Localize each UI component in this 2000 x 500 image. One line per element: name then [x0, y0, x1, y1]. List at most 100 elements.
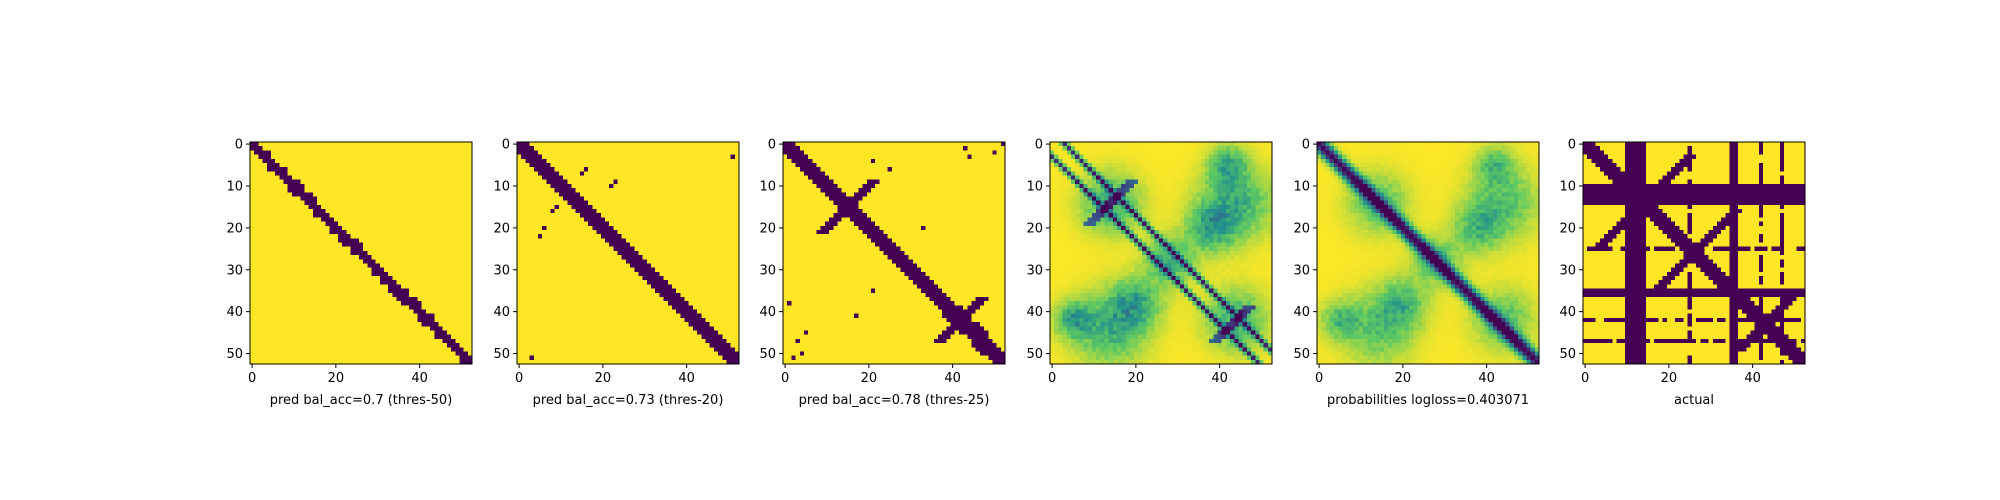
heatmap-cell	[467, 175, 473, 181]
heatmap-cell	[421, 154, 427, 160]
heatmap-cell	[734, 209, 740, 214]
heatmap-cell	[463, 150, 469, 155]
heatmap-cell	[342, 250, 347, 256]
heatmap-cell	[701, 171, 706, 176]
heatmap-cell	[621, 142, 627, 147]
heatmap-cell	[367, 246, 372, 252]
heatmap-cell	[680, 217, 685, 222]
heatmap-cell	[388, 355, 393, 361]
heatmap-cell	[684, 209, 690, 214]
heatmap-cell	[396, 154, 402, 160]
heatmap-cell	[417, 267, 423, 273]
heatmap-cell	[600, 238, 606, 243]
heatmap-cell	[613, 234, 618, 239]
heatmap-cell	[421, 271, 427, 277]
heatmap-cell	[296, 255, 301, 260]
heatmap-cell	[575, 217, 581, 222]
heatmap-cell	[350, 221, 356, 227]
heatmap-cell	[734, 188, 740, 193]
heatmap-cell	[283, 225, 289, 231]
heatmap-cell	[438, 351, 444, 356]
heatmap-cell	[575, 204, 581, 210]
heatmap-cell	[604, 271, 610, 277]
heatmap-cell	[537, 200, 543, 206]
heatmap-cell	[630, 229, 635, 235]
heatmap-cell	[270, 259, 276, 264]
heatmap-cell	[659, 225, 664, 231]
heatmap-cell	[663, 171, 669, 176]
heatmap-cell	[705, 263, 711, 269]
heatmap-cell	[279, 146, 284, 151]
heatmap-cell	[304, 221, 309, 227]
heatmap-cell	[404, 238, 410, 243]
heatmap-cell	[546, 301, 551, 306]
heatmap-cell	[613, 200, 618, 206]
heatmap-cell	[409, 229, 414, 235]
heatmap-cell	[321, 255, 326, 260]
heatmap-cell	[346, 204, 351, 210]
heatmap-cell	[379, 271, 385, 277]
heatmap-cell	[730, 204, 736, 210]
heatmap-cell	[287, 309, 293, 315]
heatmap-cell	[430, 200, 435, 206]
heatmap-cell	[388, 196, 393, 201]
heatmap-cell	[697, 284, 702, 289]
heatmap-cell	[317, 259, 322, 264]
heatmap-cell	[529, 301, 535, 306]
heatmap-cell	[659, 276, 664, 281]
heatmap-cell	[655, 204, 660, 210]
heatmap-cell	[467, 183, 473, 189]
heatmap-cell	[613, 280, 618, 285]
heatmap-cell	[617, 301, 623, 306]
heatmap-cell	[354, 196, 360, 201]
heatmap-cell	[379, 154, 385, 160]
x-tick-label: 20	[328, 371, 345, 386]
heatmap-cell	[375, 305, 381, 310]
heatmap-cell	[325, 305, 330, 310]
heatmap-cell	[459, 154, 464, 160]
heatmap-cell	[455, 179, 460, 185]
heatmap-cell	[346, 162, 351, 168]
heatmap-cell	[400, 267, 406, 273]
heatmap-cell	[646, 238, 652, 243]
heatmap-cell	[287, 271, 293, 277]
heatmap-cell	[329, 183, 335, 189]
heatmap-cell	[329, 171, 335, 176]
heatmap-cell	[680, 267, 685, 273]
heatmap-cell	[304, 305, 309, 310]
heatmap-cell	[400, 192, 406, 197]
heatmap-cell	[363, 150, 368, 155]
heatmap-cell	[709, 271, 715, 277]
heatmap-cell	[354, 217, 360, 222]
heatmap-cell	[584, 146, 589, 151]
heatmap-cell	[283, 158, 289, 164]
heatmap-cell	[317, 238, 322, 243]
heatmap-cell	[533, 200, 539, 206]
heatmap-cell	[279, 142, 284, 147]
heatmap-cell	[609, 267, 614, 273]
heatmap-cell	[417, 175, 423, 181]
heatmap-cell	[363, 209, 368, 214]
heatmap-cell	[521, 183, 526, 189]
heatmap-cell	[262, 343, 268, 348]
heatmap-cell	[596, 292, 602, 298]
heatmap-cell	[638, 234, 644, 239]
heatmap-cell	[550, 238, 556, 243]
heatmap-cell	[388, 317, 393, 323]
heatmap-cell	[266, 171, 272, 176]
heatmap-cell	[571, 150, 576, 155]
heatmap-cell	[546, 250, 551, 256]
heatmap-cell	[262, 271, 268, 277]
heatmap-cell	[634, 242, 639, 248]
heatmap-cell	[625, 276, 631, 281]
heatmap-cell	[734, 146, 740, 151]
heatmap-cell	[308, 192, 314, 197]
heatmap-cell	[333, 200, 339, 206]
heatmap-cell	[392, 296, 397, 302]
heatmap-cell	[304, 359, 309, 365]
heatmap-cell	[367, 288, 372, 294]
heatmap-cell	[692, 263, 698, 269]
heatmap-cell	[546, 192, 551, 197]
heatmap-cell	[558, 280, 564, 285]
heatmap-cell	[388, 167, 393, 172]
